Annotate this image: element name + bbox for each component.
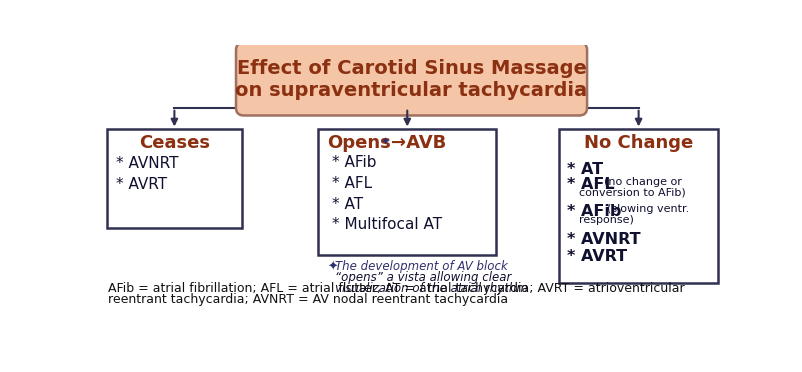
FancyBboxPatch shape <box>236 42 586 115</box>
FancyBboxPatch shape <box>558 129 717 283</box>
FancyBboxPatch shape <box>107 129 242 228</box>
Text: (slowing ventr.: (slowing ventr. <box>606 204 689 214</box>
Text: on supraventricular tachycardia: on supraventricular tachycardia <box>235 81 587 100</box>
Text: ✦: ✦ <box>327 260 338 273</box>
Text: →AVB: →AVB <box>391 134 446 152</box>
Text: * AVRT: * AVRT <box>115 177 167 192</box>
Text: * AVNRT: * AVNRT <box>115 157 178 171</box>
Text: reentrant tachycardia; AVNRT = AV nodal reentrant tachycardia: reentrant tachycardia; AVNRT = AV nodal … <box>108 294 508 307</box>
Text: * AVRT: * AVRT <box>566 249 626 264</box>
Text: AFib = atrial fibrillation; AFL = atrial flutter; AT = atrial tachycardia; AVRT : AFib = atrial fibrillation; AFL = atrial… <box>108 282 684 295</box>
Text: * AT: * AT <box>332 196 363 212</box>
Text: The development of AV block: The development of AV block <box>334 260 508 273</box>
Text: * AFL: * AFL <box>566 177 614 192</box>
Text: visualization of the atrial rhythm: visualization of the atrial rhythm <box>334 282 528 295</box>
FancyBboxPatch shape <box>318 129 496 255</box>
Text: Opens: Opens <box>327 134 391 152</box>
Text: “opens” a vista allowing clear: “opens” a vista allowing clear <box>334 271 511 284</box>
Text: * Multifocal AT: * Multifocal AT <box>332 217 442 232</box>
Text: response): response) <box>578 215 634 225</box>
Text: * AFL: * AFL <box>332 176 372 191</box>
Text: Effect of Carotid Sinus Massage: Effect of Carotid Sinus Massage <box>237 59 585 78</box>
Text: conversion to AFib): conversion to AFib) <box>578 188 685 198</box>
Text: No Change: No Change <box>583 134 692 152</box>
Text: * AFib: * AFib <box>566 204 621 219</box>
Text: Ceases: Ceases <box>139 134 209 152</box>
Text: ✦: ✦ <box>379 137 389 147</box>
Text: (no change or: (no change or <box>603 177 681 187</box>
Text: * AT: * AT <box>566 162 602 177</box>
Text: * AFib: * AFib <box>332 155 376 170</box>
Text: * AVNRT: * AVNRT <box>566 232 640 247</box>
